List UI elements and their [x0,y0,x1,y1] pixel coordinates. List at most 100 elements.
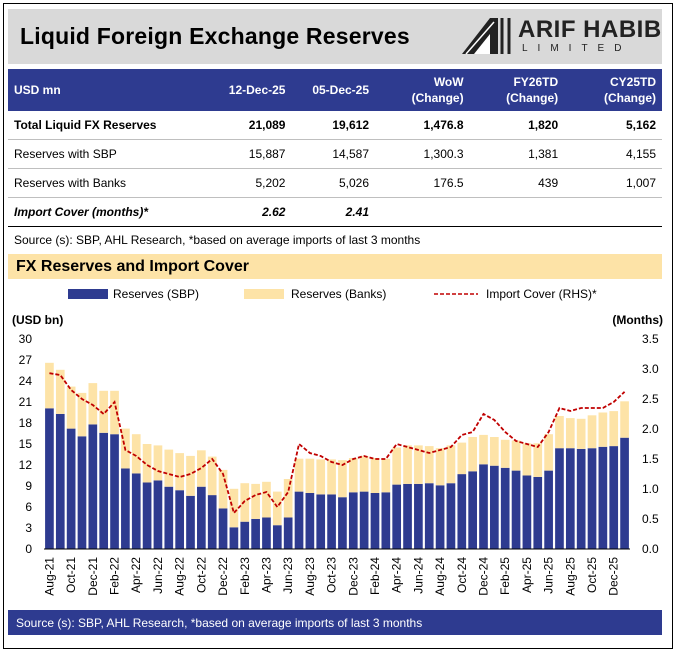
bar-sbp [99,432,109,549]
bar-sbp [348,492,358,549]
y-tick-left: 18 [19,416,33,430]
bar-banks [370,458,380,493]
x-tick-label: Aug-22 [173,557,187,596]
bar-sbp [424,483,434,549]
x-tick-label: Feb-24 [368,557,382,595]
bar-sbp [620,437,629,549]
bar-banks [338,460,347,498]
bar-sbp [403,483,412,549]
bar-banks [457,442,467,475]
bar-sbp [446,483,456,549]
x-tick-label: Dec-22 [216,557,230,596]
y-tick-left: 30 [19,332,33,346]
cell: 14,587 [291,139,376,169]
bar-banks [262,481,271,518]
bar-sbp [175,490,184,549]
chart-section-title: FX Reserves and Import Cover [16,258,249,275]
bar-sbp [240,521,250,549]
y-tick-right: 2.5 [642,392,659,406]
cell: 19,612 [291,111,376,140]
y-tick-left: 3 [25,521,32,535]
bar-sbp [229,527,239,549]
y-tick-right: 3.5 [642,332,659,346]
bar-sbp [142,482,152,549]
cell: 5,026 [291,168,376,198]
bar-sbp [88,424,98,549]
bar-sbp [55,413,65,549]
bar-sbp [294,491,304,549]
bar-banks [218,469,228,509]
x-tick-label: Oct-21 [64,557,78,593]
fx-reserves-chart: Reserves (SBP) Reserves (Banks) Import Cov… [12,287,663,596]
bar-sbp [555,448,564,549]
x-tick-label: Feb-25 [498,557,512,595]
bar-sbp [522,475,532,549]
bar-sbp [598,446,608,549]
bar-sbp [305,493,315,549]
cell [469,197,565,227]
bar-banks [77,392,87,437]
bar-sbp [479,464,488,549]
bar-sbp [262,517,271,549]
bar-banks [348,458,358,493]
bar-sbp [316,494,326,549]
x-tick-label: Apr-22 [129,557,143,593]
cell [375,197,470,227]
cell: 2.41 [291,197,376,227]
legend-label: Reserves (SBP) [113,287,199,301]
bar-sbp [110,434,119,549]
bar-banks [598,412,608,447]
bar-sbp [587,448,597,549]
bar-banks [479,434,488,465]
bar-banks [544,434,553,471]
bar-sbp [359,491,369,549]
y-tick-right: 1.5 [642,452,659,466]
x-tick-label: Dec-24 [477,557,491,596]
x-tick-label: Dec-23 [346,557,360,596]
x-tick-label: Jun-23 [281,557,295,594]
x-tick-label: Feb-23 [238,557,252,595]
chart-section-banner: FX Reserves and Import Cover [8,254,662,279]
bar-banks [186,455,195,496]
bar-banks [55,369,65,414]
bar-banks [110,390,119,435]
bar-banks [164,449,174,487]
bar-sbp [490,465,499,549]
bar-banks [197,450,206,487]
bar-sbp [500,467,510,549]
bar-banks [316,459,326,495]
y-tick-right: 1.0 [642,482,659,496]
bar-sbp [381,492,391,549]
x-tick-label: Aug-25 [563,557,577,596]
x-tick-label: Dec-25 [607,557,621,596]
cell: 4,155 [564,139,662,169]
bar-banks [522,443,532,476]
col-header-date1: 12-Dec-25 [207,69,292,111]
y-axis-right-title: (Months) [612,313,663,327]
title-banner: Liquid Foreign Exchange Reserves ARIF HA… [8,9,662,64]
bar-banks [45,362,54,409]
bar-banks [153,445,163,481]
cell: 1,476.8 [375,111,470,140]
bar-sbp [77,436,87,549]
bar-sbp [468,471,477,549]
bar-banks [88,383,98,425]
bar-banks [435,448,445,486]
x-tick-label: Feb-22 [108,557,122,595]
y-tick-left: 12 [19,458,33,472]
bar-banks [511,440,521,471]
bar-banks [424,446,434,484]
bar-sbp [283,517,293,549]
y-tick-left: 9 [25,479,32,493]
cell: 21,089 [207,111,292,140]
bar-banks [131,434,141,474]
bar-sbp [218,508,228,549]
bar-banks [66,386,76,429]
bar-sbp [272,525,282,549]
bar-sbp [544,470,553,549]
logo-mark-icon [462,18,511,55]
bar-sbp [457,474,467,549]
cell: 1,007 [564,168,662,198]
bar-banks [446,445,456,484]
bar-banks [175,453,184,491]
